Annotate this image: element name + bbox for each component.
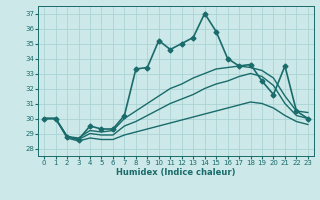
X-axis label: Humidex (Indice chaleur): Humidex (Indice chaleur) xyxy=(116,168,236,177)
